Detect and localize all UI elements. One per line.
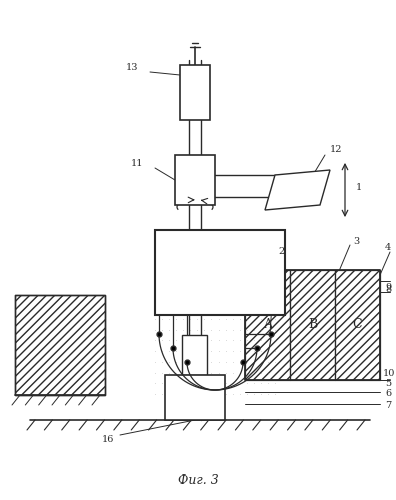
Bar — [155, 230, 285, 315]
Text: C: C — [353, 318, 362, 332]
Text: Фиг. 3: Фиг. 3 — [178, 474, 218, 486]
Text: 1: 1 — [356, 182, 362, 192]
Bar — [15, 295, 105, 395]
Bar — [245, 270, 290, 380]
Text: 5: 5 — [385, 378, 391, 388]
Bar — [290, 270, 335, 380]
Text: 4: 4 — [385, 244, 391, 252]
Text: 7: 7 — [385, 402, 391, 410]
Text: A: A — [263, 318, 272, 332]
Text: 6: 6 — [385, 390, 391, 398]
Text: 11: 11 — [131, 158, 143, 168]
Text: 2: 2 — [278, 246, 284, 256]
Bar — [175, 155, 215, 205]
Text: 9: 9 — [385, 282, 391, 292]
Text: 12: 12 — [330, 146, 343, 154]
Text: B: B — [308, 318, 317, 332]
Text: 3: 3 — [353, 236, 359, 246]
Polygon shape — [265, 170, 330, 210]
Bar — [335, 270, 380, 380]
Text: 16: 16 — [102, 436, 114, 444]
Bar — [180, 65, 210, 120]
Text: 13: 13 — [126, 64, 138, 72]
Text: 10: 10 — [383, 368, 395, 378]
Text: 8: 8 — [385, 286, 391, 294]
Bar — [165, 375, 225, 420]
Bar — [182, 335, 207, 375]
